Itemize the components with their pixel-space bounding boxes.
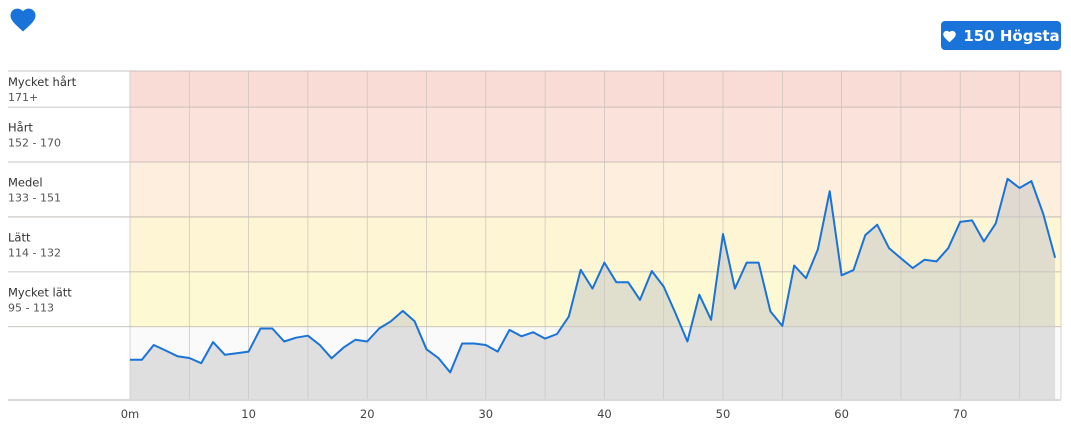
zone-name-label: Mycket lätt — [8, 285, 72, 299]
heart-rate-area — [130, 177, 1057, 399]
heart-icon — [10, 8, 36, 32]
x-tick-label: 60 — [834, 407, 849, 421]
zone-name-label: Hårt — [8, 121, 33, 135]
heart-rate-line — [130, 177, 1057, 374]
x-tick-label: 40 — [597, 407, 612, 421]
max-heart-rate-text: 150 Högsta — [963, 26, 1060, 45]
zone-band — [130, 71, 1061, 108]
zone-range-label: 95 - 113 — [8, 301, 54, 314]
zone-name-label: Lätt — [8, 230, 31, 244]
zone-name-label: Mycket hårt — [8, 75, 77, 89]
zone-band — [130, 107, 1061, 163]
x-tick-label: 30 — [478, 407, 493, 421]
zone-band — [130, 162, 1061, 217]
zone-range-label: 171+ — [8, 91, 38, 104]
max-heart-rate-badge: 150 Högsta — [941, 21, 1061, 50]
x-tick-label: 50 — [716, 407, 731, 421]
zone-range-label: 114 - 132 — [8, 246, 61, 259]
x-tick-label: 20 — [360, 407, 375, 421]
x-axis: 0m 10 20 30 40 50 60 70 — [8, 399, 1061, 421]
heart-icon — [943, 30, 957, 42]
x-tick-label: 0m — [121, 407, 140, 421]
x-tick-label: 10 — [241, 407, 256, 421]
zone-range-label: 152 - 170 — [8, 137, 61, 150]
x-tick-label: 70 — [953, 407, 968, 421]
zone-name-label: Medel — [8, 175, 43, 189]
zone-range-label: 133 - 151 — [8, 191, 61, 204]
zone-labels: Mycket hårt 171+ Hårt 152 - 170 Medel 133 - 1… — [8, 75, 77, 314]
